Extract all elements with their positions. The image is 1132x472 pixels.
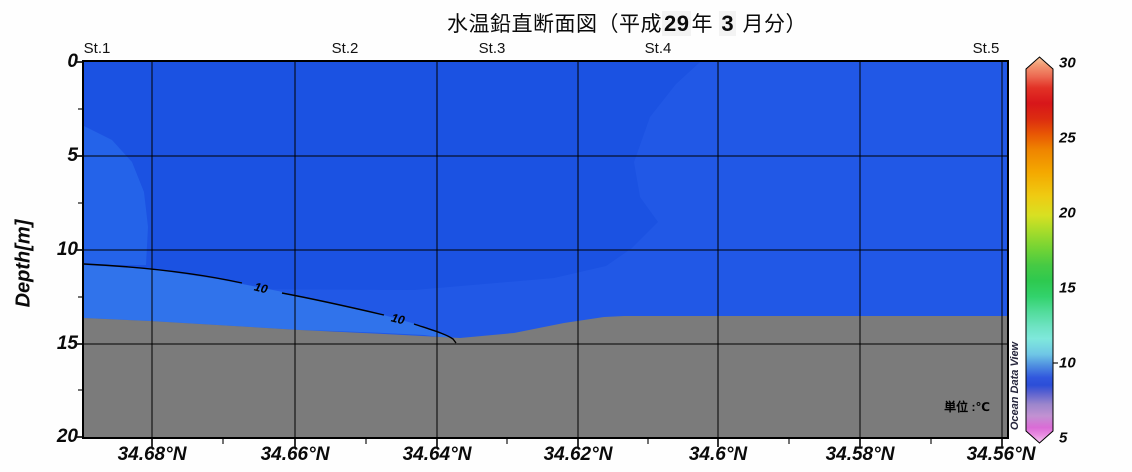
colorbar-gradient-bar: [1025, 56, 1054, 444]
isotherm-10-line: [84, 263, 457, 344]
plot-area: 10 10: [82, 60, 1009, 439]
x-tick-3462: 34.62°N: [543, 444, 613, 465]
title-year: 29: [662, 11, 692, 36]
x-tick-346: 34.6°N: [688, 444, 748, 465]
unit-label: 単位 :℃: [944, 400, 990, 414]
y-tick-20: 20: [56, 426, 78, 447]
cbar-tick-20: 20: [1059, 204, 1076, 222]
sea-left-patch: [84, 126, 148, 265]
colorbar: [1025, 56, 1054, 444]
x-tick-3458: 34.58°N: [825, 444, 895, 465]
y-tick-10: 10: [56, 239, 78, 260]
cbar-tick-15: 15: [1059, 279, 1076, 297]
x-tick-3456: 34.56°N: [966, 444, 1036, 465]
x-tick-3468: 34.68°N: [117, 444, 187, 465]
chart-title: 水温鉛直断面図（平成29年 3 月分）: [447, 8, 807, 38]
title-prefix: 水温鉛直断面図（平成: [447, 13, 663, 36]
title-suffix: 月分）: [742, 13, 807, 36]
x-tick-3464: 34.64°N: [402, 444, 472, 465]
cbar-tick-10: 10: [1059, 354, 1076, 372]
y-tick-5: 5: [67, 145, 78, 166]
station-label-st3: St.3: [478, 40, 506, 57]
x-tick-3466: 34.66°N: [260, 444, 330, 465]
cbar-tick-25: 25: [1059, 129, 1076, 147]
station-label-st5: St.5: [972, 40, 1000, 57]
section-plot-svg: [84, 62, 1007, 437]
title-year-suffix: 年: [691, 13, 714, 36]
sea-warm-wedge: [84, 265, 456, 339]
station-label-st4: St.4: [644, 40, 672, 57]
y-tick-15: 15: [56, 333, 78, 354]
seafloor: [84, 316, 1007, 437]
station-label-st1: St.1: [83, 40, 111, 57]
y-tick-0: 0: [67, 51, 78, 72]
y-axis-title: Depth[m]: [12, 219, 35, 308]
grid-lines: [84, 62, 1007, 437]
sea-field-dark: [84, 62, 700, 290]
cbar-tick-5: 5: [1059, 429, 1068, 447]
station-label-st2: St.2: [331, 40, 359, 57]
cbar-tick-30: 30: [1059, 54, 1076, 72]
title-month: 3: [719, 11, 737, 36]
odv-watermark: Ocean Data View: [1009, 341, 1021, 431]
